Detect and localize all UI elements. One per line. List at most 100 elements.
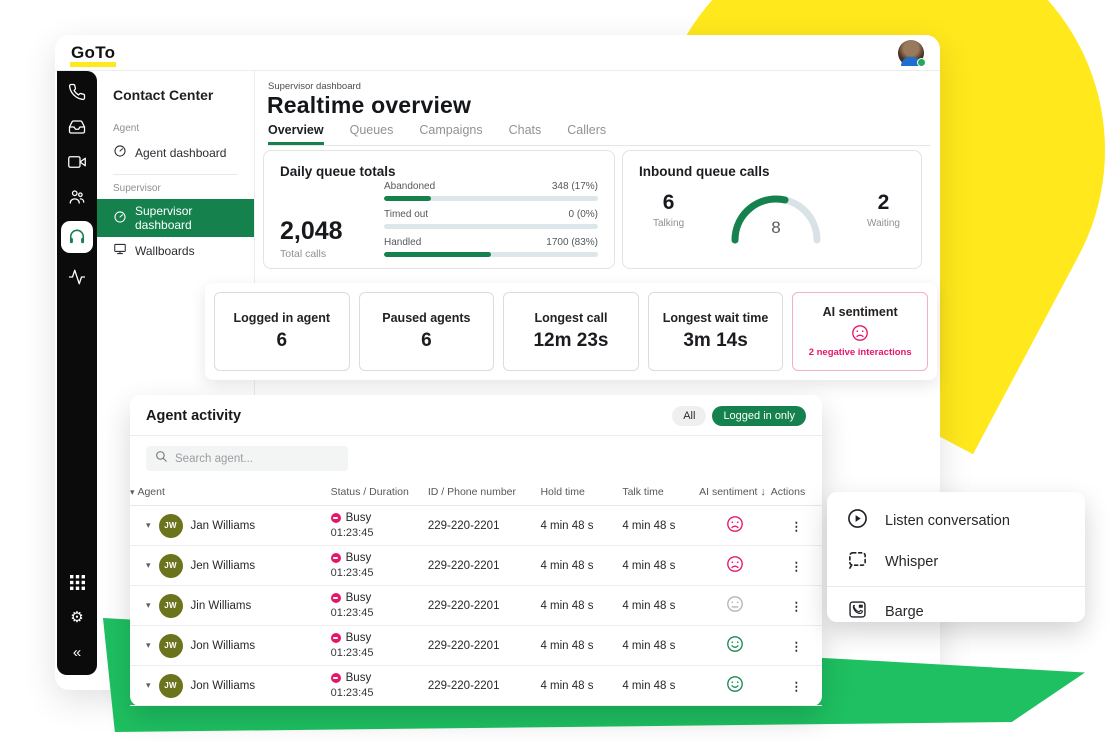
video-icon[interactable]	[66, 151, 88, 173]
progress-fill	[384, 252, 491, 257]
people-icon[interactable]	[66, 186, 88, 208]
phone-number: 229-220-2201	[427, 505, 541, 546]
table-header-row: ▾ Agent Status / Duration ID / Phone num…	[130, 479, 822, 506]
tab-chats[interactable]: Chats	[508, 123, 542, 137]
agent-name: Jon Williams	[190, 679, 256, 692]
stat-card-strip: Logged in agent 6 Paused agents 6 Longes…	[205, 283, 937, 380]
menu-item-barge[interactable]: Barge	[827, 591, 1085, 632]
hold-time: 4 min 48 s	[540, 625, 623, 666]
filter-all-button[interactable]: All	[672, 406, 707, 426]
table-row[interactable]: ▾ JW Jon Williams Busy 01:23:45 229-220-220…	[130, 625, 822, 666]
inbox-icon[interactable]	[66, 116, 88, 138]
busy-status-icon	[330, 593, 341, 603]
sad-face-icon	[851, 324, 869, 342]
tab-overview[interactable]: Overview	[268, 123, 324, 145]
whisper-icon	[847, 549, 868, 574]
queue-bars: Abandoned 348 (17%) Timed out 0 (0%) Han…	[384, 181, 598, 265]
apps-grid-icon[interactable]	[66, 571, 88, 593]
nav-section-supervisor: Supervisor	[113, 183, 161, 194]
row-actions-menu-icon[interactable]: ⋮	[770, 585, 822, 626]
table-row[interactable]: ▾ JW Jan Williams Busy 01:23:45 229-220-220…	[130, 505, 822, 546]
expand-caret-icon[interactable]: ▾	[146, 680, 151, 690]
expand-caret-icon[interactable]: ▾	[146, 560, 151, 570]
busy-status-icon	[330, 633, 341, 643]
status-duration: 01:23:45	[330, 607, 374, 619]
inbound-queue-calls-card: Inbound queue calls 6 Talking 8 2 Waitin…	[622, 150, 922, 269]
stat-longest-wait-time: Longest wait time 3m 14s	[647, 292, 784, 371]
gear-icon[interactable]: ⚙	[70, 608, 84, 626]
agent-search[interactable]	[146, 446, 348, 471]
talk-time: 4 min 48 s	[622, 665, 700, 706]
phone-number: 229-220-2201	[427, 545, 541, 586]
agent-name: Jan Williams	[190, 519, 256, 532]
stat-ai-sentiment: AI sentiment 2 negative interactions	[792, 292, 928, 371]
bar-handled: Handled 1700 (83%)	[384, 237, 598, 257]
avatar: JW	[158, 593, 183, 618]
expand-caret-icon[interactable]: ▾	[146, 600, 151, 610]
row-actions-context-menu: Listen conversation Whisper Barge	[827, 492, 1085, 622]
menu-item-listen-conversation[interactable]: Listen conversation	[827, 500, 1085, 541]
expand-caret-icon[interactable]: ▾	[146, 640, 151, 650]
gauge-icon	[113, 210, 127, 227]
search-input[interactable]	[175, 452, 335, 465]
sentiment-face-icon	[726, 515, 744, 533]
daily-queue-totals-card: Daily queue totals 2,048 Total calls Aba…	[263, 150, 615, 269]
goto-logo-underline	[70, 61, 116, 67]
nav-divider	[113, 174, 238, 175]
tab-callers[interactable]: Callers	[567, 123, 607, 137]
goto-logo-text: GoTo	[71, 42, 116, 62]
goto-logo: GoTo	[70, 42, 116, 67]
talk-time: 4 min 48 s	[622, 625, 700, 666]
row-actions-menu-icon[interactable]: ⋮	[770, 505, 822, 546]
status-duration: 01:23:45	[330, 647, 374, 659]
table-row[interactable]: ▾ JW Jin Williams Busy 01:23:45 229-220-220…	[130, 585, 822, 626]
tab-queues[interactable]: Queues	[349, 123, 394, 137]
sort-desc-icon: ↓	[760, 486, 766, 498]
bar-abandoned: Abandoned 348 (17%)	[384, 181, 598, 201]
sentiment-face-icon	[726, 675, 744, 693]
phone-number: 229-220-2201	[427, 585, 541, 626]
talking-label: Talking	[653, 218, 685, 229]
barge-icon	[847, 599, 868, 624]
table-row[interactable]: ▾ JW Jen Williams Busy 01:23:45 229-220-220…	[130, 545, 822, 586]
negative-interactions-note: 2 negative interactions	[808, 347, 912, 358]
activity-chart-icon[interactable]	[66, 266, 88, 288]
monitor-icon	[113, 242, 127, 259]
table-row[interactable]: ▾ JW Jon Williams Busy 01:23:45 229-220-220…	[130, 665, 822, 706]
waiting-label: Waiting	[867, 218, 900, 229]
status-duration: 01:23:45	[330, 567, 374, 579]
nav-item-wallboards[interactable]: Wallboards	[97, 237, 254, 264]
sort-caret-icon[interactable]: ▾	[130, 487, 135, 497]
phone-number: 229-220-2201	[427, 665, 541, 706]
nav-item-supervisor-dashboard[interactable]: Supervisor dashboard	[97, 199, 254, 237]
row-actions-menu-icon[interactable]: ⋮	[770, 665, 822, 706]
busy-status-icon	[330, 673, 341, 683]
stat-logged-in-agent: Logged in agent 6	[214, 292, 350, 371]
presence-dot	[917, 57, 926, 67]
headset-icon-active[interactable]	[61, 221, 93, 253]
stat-longest-call: Longest call 12m 23s	[503, 292, 639, 371]
sentiment-face-icon	[726, 555, 744, 573]
expand-caret-icon[interactable]: ▾	[146, 520, 151, 530]
row-actions-menu-icon[interactable]: ⋮	[770, 545, 822, 586]
progress-track	[384, 196, 598, 201]
menu-item-whisper[interactable]: Whisper	[827, 541, 1085, 582]
phone-icon[interactable]	[66, 81, 88, 103]
user-avatar[interactable]	[898, 39, 926, 67]
tab-campaigns[interactable]: Campaigns	[419, 123, 483, 137]
avatar: JW	[158, 673, 183, 698]
inbound-queue-title: Inbound queue calls	[639, 164, 770, 179]
filter-logged-in-only-button[interactable]: Logged in only	[712, 406, 806, 426]
collapse-icon[interactable]: «	[72, 643, 82, 661]
row-actions-menu-icon[interactable]: ⋮	[770, 625, 822, 666]
talk-time: 4 min 48 s	[622, 545, 700, 586]
agent-activity-title: Agent activity	[146, 408, 242, 424]
busy-status-icon	[330, 553, 341, 563]
nav-item-agent-dashboard[interactable]: Agent dashboard	[97, 139, 254, 166]
daily-queue-title: Daily queue totals	[280, 164, 396, 179]
avatar: JW	[158, 633, 183, 658]
status-label: Busy	[345, 512, 372, 524]
waiting-value: 2	[877, 191, 890, 214]
total-calls-label: Total calls	[280, 248, 327, 260]
search-icon	[155, 450, 168, 468]
